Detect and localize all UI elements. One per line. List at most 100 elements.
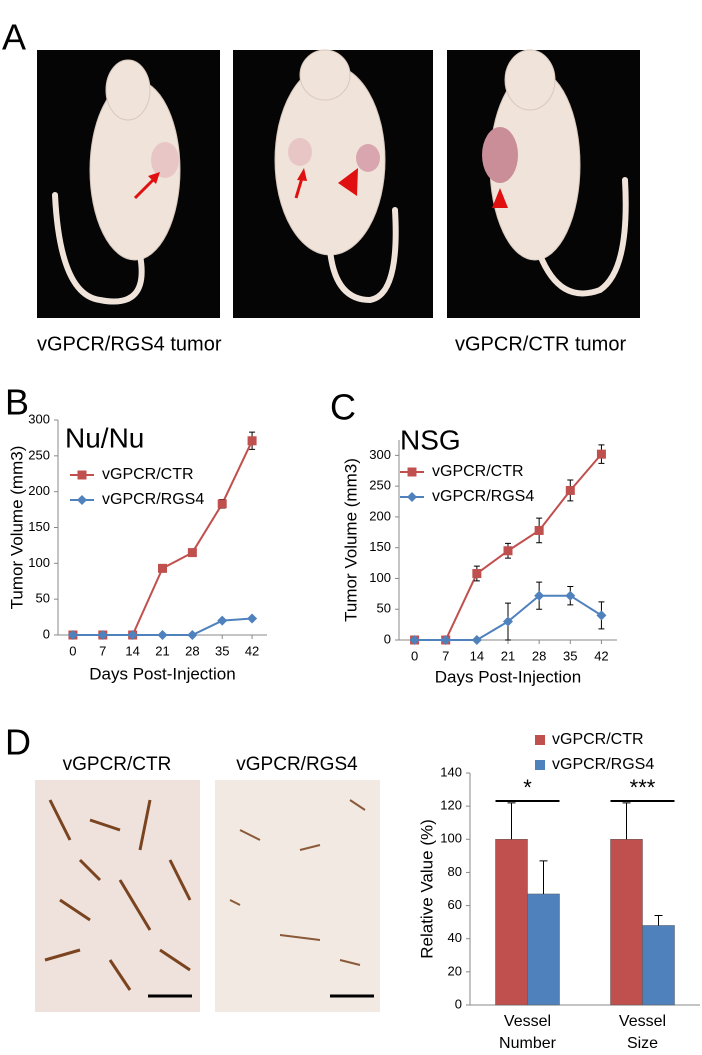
annotation: *** <box>630 775 656 800</box>
panel-label: D <box>5 722 31 763</box>
y-tick-label: 0 <box>43 626 50 641</box>
x-axis-label: Days Post-Injection <box>435 667 581 686</box>
y-tick-label: 100 <box>440 831 462 846</box>
marker <box>217 499 227 509</box>
marker <box>77 495 87 505</box>
legend-label: vGPCR/CTR <box>552 731 644 748</box>
x-tick-label: 42 <box>594 648 608 663</box>
legend-label: vGPCR/RGS4 <box>432 488 534 505</box>
marker <box>187 548 197 558</box>
marker <box>565 590 576 601</box>
x-tick-label: 7 <box>99 643 106 658</box>
legend-swatch <box>535 735 545 745</box>
panel-label: C <box>330 387 356 428</box>
y-tick-label: 0 <box>455 996 462 1011</box>
photo-caption: vGPCR/RGS4 tumor <box>37 333 222 355</box>
marker <box>596 610 607 621</box>
bar <box>610 839 643 1006</box>
x-tick-label: 14 <box>125 643 139 658</box>
x-tick-label: 35 <box>563 648 577 663</box>
x-axis-label: Days Post-Injection <box>89 664 235 683</box>
x-tick-label: 0 <box>411 648 418 663</box>
y-tick-label: 50 <box>377 601 391 616</box>
y-axis-label: Tumor Volume (mm3) <box>341 458 360 622</box>
x-tick-label: Vessel Size <box>618 1013 667 1052</box>
y-axis-label: Relative Value (%) <box>417 819 436 959</box>
y-tick-label: 300 <box>28 411 50 426</box>
micrograph-label: vGPCR/RGS4 <box>236 754 358 775</box>
y-tick-label: 40 <box>448 930 462 945</box>
x-tick-label: Vessel Number <box>499 1013 556 1052</box>
x-tick-label: 28 <box>185 643 199 658</box>
legend-swatch <box>535 760 545 770</box>
y-tick-label: 300 <box>369 447 391 462</box>
x-tick-label: 7 <box>442 648 449 663</box>
bar <box>642 925 675 1006</box>
legend-label: vGPCR/CTR <box>432 463 524 480</box>
y-tick-label: 100 <box>28 555 50 570</box>
marker <box>503 546 513 556</box>
y-tick-label: 150 <box>28 519 50 534</box>
marker <box>407 492 417 502</box>
bar <box>495 839 528 1006</box>
y-axis-label: Tumor Volume (mm3) <box>7 446 26 610</box>
y-tick-label: 150 <box>369 539 391 554</box>
x-tick-label: 21 <box>501 648 515 663</box>
marker <box>247 436 257 446</box>
y-tick-label: 20 <box>448 963 462 978</box>
marker <box>534 525 544 535</box>
x-tick-label: 21 <box>155 643 169 658</box>
y-tick-label: 250 <box>28 447 50 462</box>
marker <box>97 630 108 640</box>
error-bar <box>654 915 663 926</box>
marker <box>247 613 258 624</box>
marker <box>157 630 168 640</box>
y-tick-label: 80 <box>448 864 462 879</box>
chart-title: Nu/Nu <box>65 422 144 453</box>
marker <box>565 485 575 495</box>
error-bar <box>539 860 548 894</box>
y-tick-label: 50 <box>36 591 50 606</box>
y-tick-label: 60 <box>448 897 462 912</box>
x-tick-label: 42 <box>245 643 259 658</box>
y-tick-label: 100 <box>369 570 391 585</box>
y-tick-label: 120 <box>440 798 462 813</box>
marker <box>187 630 198 640</box>
photo-panel <box>37 49 640 318</box>
marker <box>407 467 417 477</box>
marker <box>534 590 545 601</box>
y-tick-label: 140 <box>440 764 462 779</box>
error-bar <box>622 802 631 840</box>
micrograph-panel <box>35 780 380 1012</box>
marker <box>472 569 482 579</box>
marker <box>67 630 78 640</box>
marker <box>440 635 451 645</box>
marker <box>471 635 482 645</box>
chart-title: NSG <box>400 424 461 455</box>
y-tick-label: 250 <box>369 478 391 493</box>
marker <box>217 615 228 626</box>
x-tick-label: 28 <box>532 648 546 663</box>
marker <box>158 563 167 573</box>
y-tick-label: 200 <box>28 483 50 498</box>
bar <box>527 893 560 1006</box>
marker <box>127 630 138 640</box>
marker <box>409 635 420 645</box>
legend-label: vGPCR/RGS4 <box>552 756 654 773</box>
panel-label: A <box>2 17 26 58</box>
y-tick-label: 0 <box>384 631 391 646</box>
y-tick-label: 200 <box>369 508 391 523</box>
x-tick-label: 0 <box>69 643 76 658</box>
panel-label: B <box>5 382 29 423</box>
marker <box>503 616 513 627</box>
marker <box>596 449 606 459</box>
micrograph-label: vGPCR/CTR <box>63 754 172 775</box>
x-tick-label: 14 <box>470 648 484 663</box>
annotation: * <box>523 775 532 800</box>
x-tick-label: 35 <box>215 643 229 658</box>
legend-label: vGPCR/RGS4 <box>102 491 204 508</box>
error-bar <box>507 802 516 840</box>
marker <box>77 470 87 480</box>
